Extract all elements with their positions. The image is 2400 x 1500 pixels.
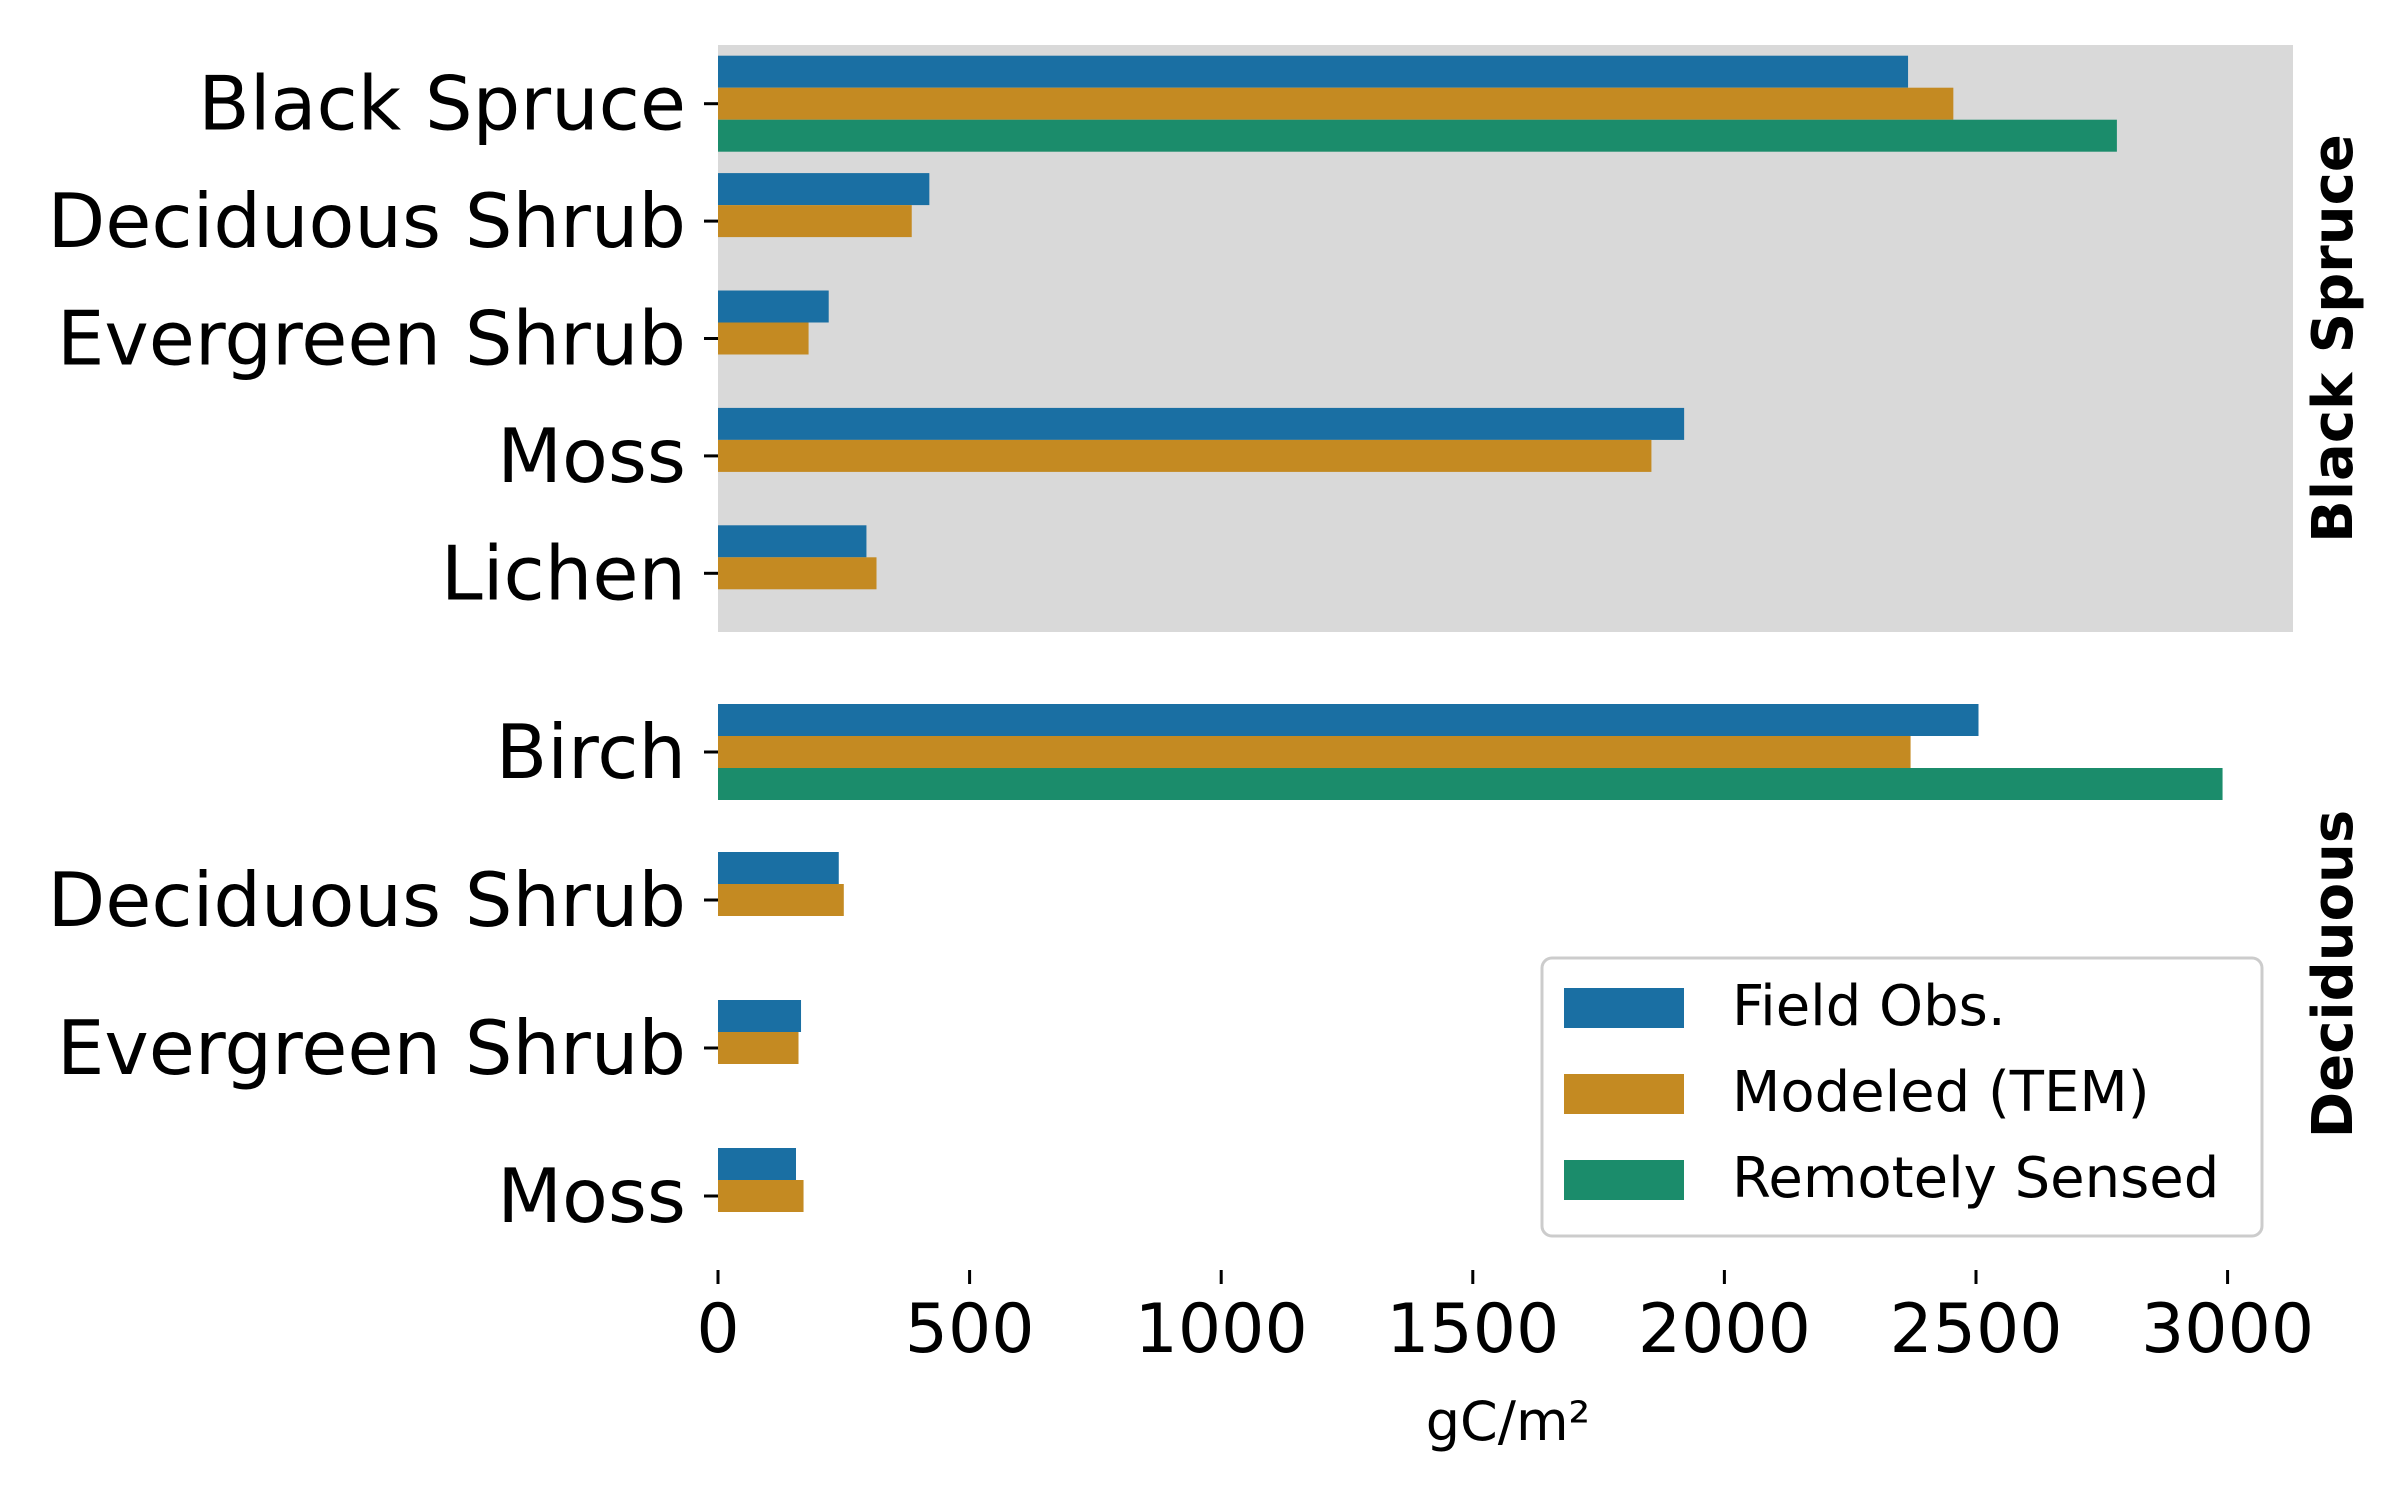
category-labels: Black Spruce Deciduous Shrub Evergreen Shr…: [47, 60, 686, 1240]
bar: [718, 407, 1685, 440]
legend-swatch: [1564, 1160, 1684, 1200]
category-label: Evergreen Shrub: [57, 295, 686, 383]
bar: [718, 1032, 799, 1064]
x-tick-label: 500: [905, 1290, 1035, 1369]
x-axis-label: gC/m²: [1426, 1390, 1590, 1453]
bar: [718, 55, 1909, 88]
category-label: Lichen: [441, 529, 686, 617]
bar: [718, 768, 2223, 800]
category-label: Birch: [496, 708, 686, 796]
category-label: Moss: [497, 412, 686, 500]
bar: [718, 1148, 796, 1180]
x-axis: 0 500 1000 1500 2000 2500 3000: [696, 1270, 2314, 1369]
bar: [718, 525, 867, 558]
facet-labels: Black Spruce Deciduous: [2301, 134, 2366, 1138]
bar: [718, 1180, 804, 1212]
legend-box: [1540, 956, 2264, 1238]
legend: Field Obs. Modeled (TEM) Remotely Sensed: [1540, 956, 2264, 1238]
legend-swatch: [1564, 1074, 1684, 1114]
x-tick-label: 0: [696, 1290, 739, 1369]
bars: [718, 55, 2223, 1212]
bar: [718, 322, 809, 355]
bar: [718, 87, 1954, 120]
facet-label: Deciduous: [2301, 810, 2366, 1138]
bar: [718, 884, 844, 916]
category-label: Evergreen Shrub: [57, 1004, 686, 1092]
bar: [718, 557, 877, 590]
legend-label: Remotely Sensed: [1732, 1146, 2219, 1211]
facet-label: Black Spruce: [2301, 134, 2366, 543]
bar: [718, 736, 1911, 768]
x-tick-label: 1500: [1386, 1290, 1559, 1369]
bar: [718, 439, 1652, 472]
category-label: Deciduous Shrub: [47, 177, 686, 265]
category-ticks: [704, 102, 718, 1198]
bar: [718, 290, 829, 323]
bar: [718, 852, 839, 884]
bar: [718, 205, 912, 238]
bar: [718, 704, 1979, 736]
legend-label: Field Obs.: [1732, 974, 2006, 1039]
legend-label: Modeled (TEM): [1732, 1060, 2150, 1125]
x-tick-label: 2500: [1889, 1290, 2062, 1369]
bar: [718, 1000, 802, 1032]
bar: [718, 173, 930, 206]
category-label: Deciduous Shrub: [47, 856, 686, 944]
bar: [718, 119, 2117, 152]
category-label: Black Spruce: [198, 60, 686, 148]
legend-swatch: [1564, 988, 1684, 1028]
x-tick-label: 1000: [1135, 1290, 1308, 1369]
category-label: Moss: [497, 1152, 686, 1240]
x-tick-label: 3000: [2141, 1290, 2314, 1369]
x-tick-label: 2000: [1638, 1290, 1811, 1369]
